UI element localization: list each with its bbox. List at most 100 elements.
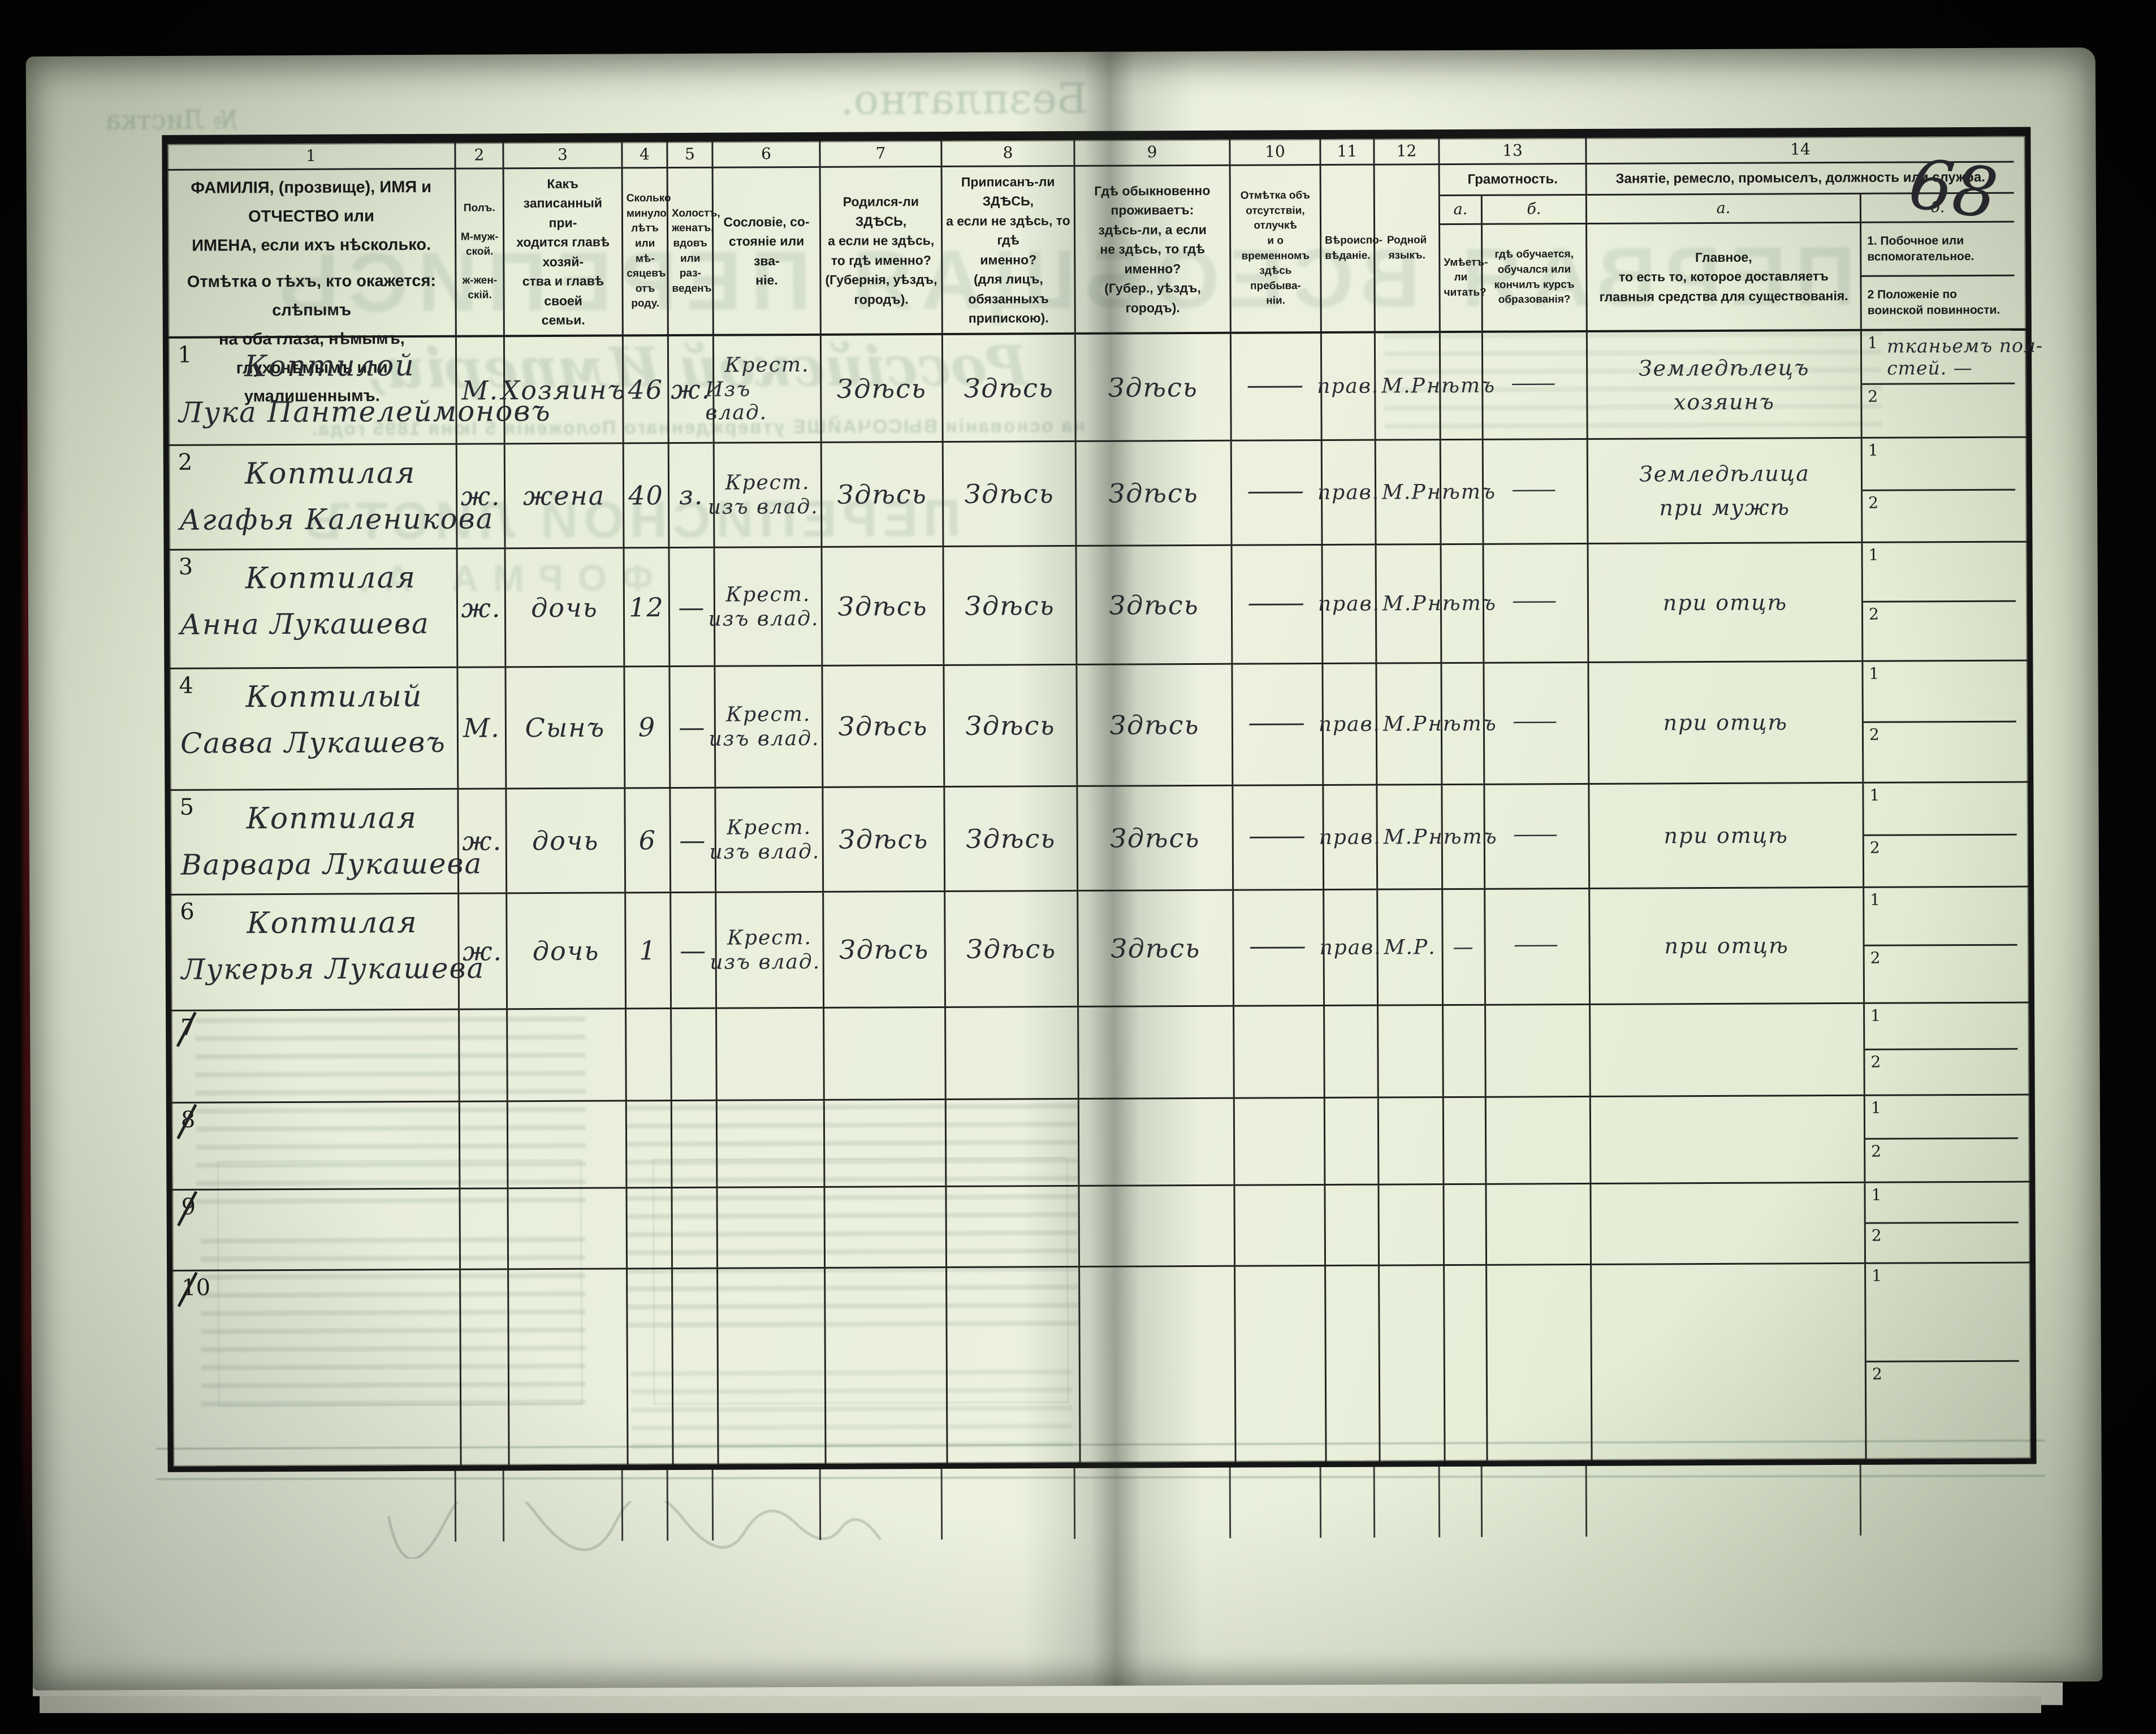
main-occupation-cell: при отцѣ [1590,888,1865,1004]
name-cell: 9 [172,1189,461,1270]
row-number-value: 1 [177,341,192,368]
column-number: 10 [1230,139,1320,166]
estate-cell: Крест. изъ влад. [709,788,824,892]
marital-cell [672,1101,718,1187]
reads-cell: нѣтъ [1428,663,1497,784]
subcell-label-1: 1 [1867,333,1878,352]
registration-cell [947,1267,1081,1463]
residence-value: Здѣсь [1109,709,1200,741]
column-number: 2 [456,142,503,170]
column-13a-text: Умѣетъ- ли читать? [1444,256,1488,299]
birthplace-cell [824,1007,947,1099]
column-8-text: Приписанъ-ли ЗДѢСЬ, а если не здѣсь, то … [946,174,1070,326]
language-value: М.Р. [1382,480,1435,504]
age-cell: 6 [625,789,672,892]
subcolumn-letter: а. [1440,196,1481,226]
table-body: 1 Коптилой Лука Пантелеймоновъ М. Хозяин… [168,330,2043,1467]
name-cell: 10 [172,1270,462,1467]
column-13-header: 13 Грамотность. а. Умѣетъ- ли читать? б.… [1440,137,1588,331]
column-6-text: Сословіе, со- стояніе или зва- ніе. [723,214,810,288]
residence-cell: Здѣсь [1075,334,1232,440]
military-status-subcell: 2 [1863,490,2015,542]
estate-line-2: Изъ влад. [705,378,768,425]
occupation-line-2: хозяинъ [1673,389,1775,414]
side-occupation-cell: 1 2 [1863,661,2016,782]
religion-value: прав. [1319,825,1381,849]
surname-handwriting: Коптилой [244,349,415,384]
literacy-title: Грамотность. [1440,164,1585,197]
surname-handwriting: Коптилый [245,679,423,715]
reads-cell [1444,1184,1488,1265]
given-name-handwriting: Варвара Лукашева [180,847,483,881]
birthplace-value: Здѣсь [839,934,930,965]
row-number-value: 10 [182,1274,211,1301]
residence-value: Здѣсь [1110,822,1200,854]
column-number: 7 [820,140,941,168]
occupation-line-1: Земледѣлецъ [1638,354,1810,381]
column-5-text: Холостъ, женатъ, вдовъ или раз- веденъ. [671,207,720,295]
relation-value: Сынъ [525,712,606,743]
name-cell: 8 [171,1102,461,1189]
row-number-value: 3 [178,554,193,580]
subcell-label-1: 1 [1868,440,1878,460]
subcell-label-2: 2 [1868,604,1879,624]
registration-cell: Здѣсь [944,665,1078,786]
column-11-header: 11 Вѣроиспо- вѣданіе. [1321,139,1382,332]
estate-cell: Крест. изъ влад. [708,547,823,665]
age-value: 40 [628,480,664,511]
religion-cell [1325,1185,1380,1265]
table-row: 9 [172,1182,2030,1272]
sex-value: М. [461,374,499,406]
subcolumn-letter: а. [1587,194,1860,224]
side-occupation-cell: 1 2 [1864,782,2017,887]
religion-value: прав. [1317,592,1381,616]
relation-cell: дочь [505,548,625,667]
religion-value: прав. [1317,481,1380,504]
estate-cell [718,1268,827,1464]
row-number: 8 [176,1104,197,1140]
row-number-value: 5 [179,794,195,820]
birthplace-value: Здѣсь [837,479,927,510]
subcell-label-2: 2 [1870,1052,1881,1071]
column-5-header: 5 Холостъ, женатъ, вдовъ или раз- веденъ… [668,141,720,335]
row-number-value: 2 [178,449,193,475]
subcell-label-2: 2 [1868,387,1878,406]
registration-value: Здѣсь [964,478,1055,509]
marital-cell [673,1269,719,1465]
column-9-header: 9 Гдѣ обыкновенно проживаетъ: здѣсь-ли, … [1075,139,1232,332]
absence-cell: — [1233,664,1324,785]
estate-line-1: Крест. [727,926,813,950]
relation-value: дочь [532,935,600,967]
name-cell: 7 [171,1010,460,1102]
occupation-line-1: при отцѣ [1664,823,1789,849]
birthplace-value: Здѣсь [839,824,929,855]
language-value: М.Р. [1382,592,1435,616]
residence-cell [1079,1186,1236,1266]
side-occupation-subcell: 1 [1864,887,2017,946]
column-7-text: Родился-ли ЗДѢСЬ, а если не здѣсь, то гд… [825,194,937,307]
absence-cell [1234,1098,1326,1184]
table-row: 7 [171,1003,2029,1104]
subcell-label-1: 1 [1868,545,1879,564]
column-13a-header: а. Умѣетъ- ли читать? [1440,196,1488,331]
surname-handwriting: Коптилая [244,456,416,491]
surname-handwriting: Коптилая [245,560,417,596]
occupation-line-1: при отцѣ [1662,589,1788,615]
subcell-label-2: 2 [1870,948,1881,967]
military-status-subcell: 2 [1865,1049,2017,1095]
age-value: 12 [629,591,664,622]
column-14b-item-2: 2 Положеніе по воинской повинности. [1867,287,2001,317]
row-number: 7 [176,1011,197,1048]
absence-cell: — [1232,441,1323,544]
sex-cell [461,1270,510,1465]
education-cell [1487,1184,1592,1264]
column-1-header: 1 ФАМИЛІЯ, (прозвище), ИМЯ и ОТЧЕСТВО ил… [167,142,457,406]
column-number: 5 [668,141,712,169]
sex-value: М. [463,712,500,743]
estate-cell: Крест. изъ влад. [710,892,825,1007]
residence-cell [1079,1099,1235,1185]
surname-handwriting: Коптилая [247,905,418,941]
estate-cell: Крест. изъ влад. [708,443,823,547]
estate-line-2: изъ влад. [707,495,819,519]
education-value: — [1511,822,1562,846]
